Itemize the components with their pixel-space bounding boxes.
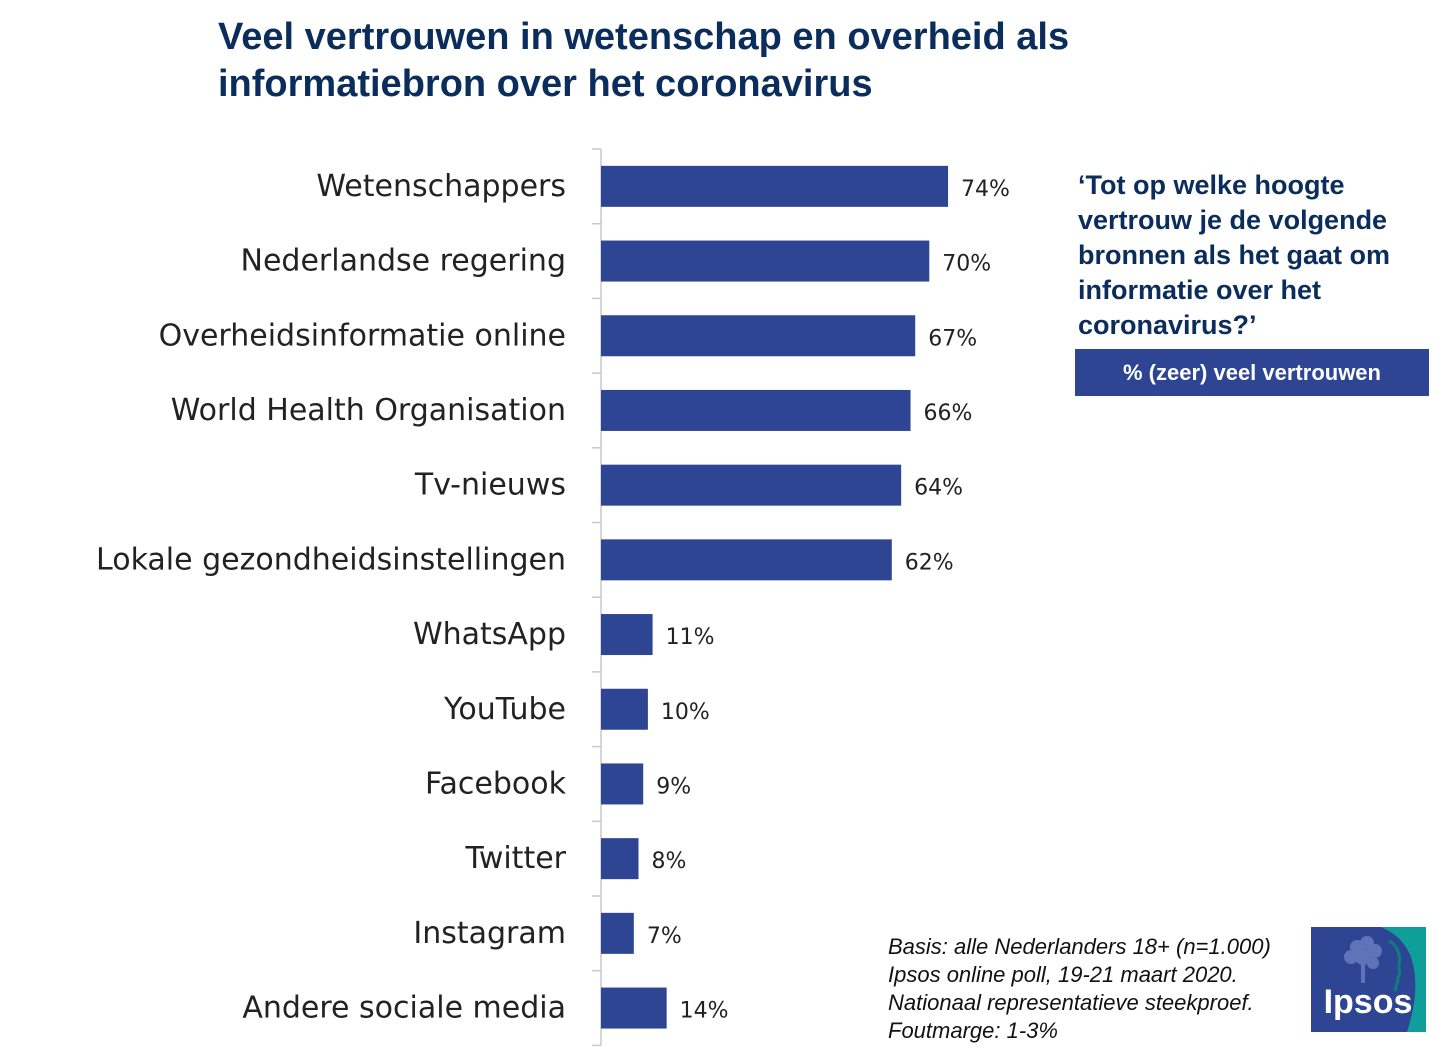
bar [601, 539, 892, 581]
bar [601, 464, 902, 506]
bar [601, 763, 644, 805]
ipsos-logo: Ipsos [1311, 927, 1426, 1032]
bar [601, 987, 667, 1029]
value-label: 67% [928, 326, 977, 351]
bar [601, 389, 911, 431]
footnote-line: Nationaal representatieve steekproef. [888, 990, 1254, 1015]
category-label: WhatsApp [413, 617, 566, 652]
category-label: Overheidsinformatie online [159, 318, 566, 353]
value-label: 66% [924, 401, 973, 426]
category-label: Tv-nieuws [414, 468, 566, 503]
logo-teal-panel [1381, 927, 1426, 1032]
bar [601, 912, 634, 954]
chart-title: Veel vertrouwen in wetenschap en overhei… [218, 16, 1070, 105]
value-label: 10% [661, 700, 710, 725]
category-label: Andere sociale media [242, 991, 566, 1026]
footnote-line: Basis: alle Nederlanders 18+ (n=1.000) [888, 934, 1271, 959]
value-label: 64% [914, 476, 963, 501]
logo-face-profile-icon [1388, 939, 1402, 992]
footnote-line: Foutmarge: 1-3% [888, 1018, 1058, 1043]
bar-chart: Wetenschappers Nederlandse regering Overhe… [96, 148, 1010, 1047]
value-label: 62% [905, 550, 954, 575]
bar [601, 838, 639, 880]
category-label: Wetenschappers [316, 169, 566, 204]
y-axis-group [592, 148, 602, 1047]
bar [601, 688, 648, 730]
bar [601, 315, 916, 357]
bar [601, 240, 930, 282]
logo-tree-icon [1344, 936, 1382, 983]
category-label: YouTube [443, 692, 566, 727]
value-label: 9% [656, 774, 691, 799]
category-label: World Health Organisation [171, 393, 566, 428]
category-label: Nederlandse regering [241, 244, 567, 279]
category-label: Facebook [425, 766, 567, 801]
value-label: 70% [942, 252, 991, 277]
bars-group [601, 165, 949, 1029]
footnote: Basis: alle Nederlanders 18+ (n=1.000) I… [888, 933, 1308, 1045]
value-label: 7% [647, 924, 682, 949]
category-labels-group: Wetenschappers Nederlandse regering Overhe… [96, 169, 567, 1026]
bar [601, 614, 653, 656]
value-label: 8% [652, 849, 687, 874]
bar [601, 165, 949, 207]
logo-wordmark: Ipsos [1324, 983, 1413, 1021]
value-label: 14% [680, 999, 729, 1024]
legend-label: % (zeer) veel vertrouwen [1075, 349, 1429, 396]
value-label: 74% [961, 177, 1010, 202]
category-label: Instagram [413, 916, 566, 951]
category-label: Lokale gezondheidsinstellingen [96, 542, 566, 577]
survey-question: ‘Tot op welke hoogte vertrouw je de volg… [1078, 170, 1391, 340]
footnote-line: Ipsos online poll, 19-21 maart 2020. [888, 962, 1238, 987]
category-label: Twitter [464, 841, 566, 876]
value-labels-group: 74% 70% 67% 66% 64% 62% 11% 10% 9% 8% 7% 14% [647, 177, 1010, 1024]
value-label: 11% [666, 625, 715, 650]
